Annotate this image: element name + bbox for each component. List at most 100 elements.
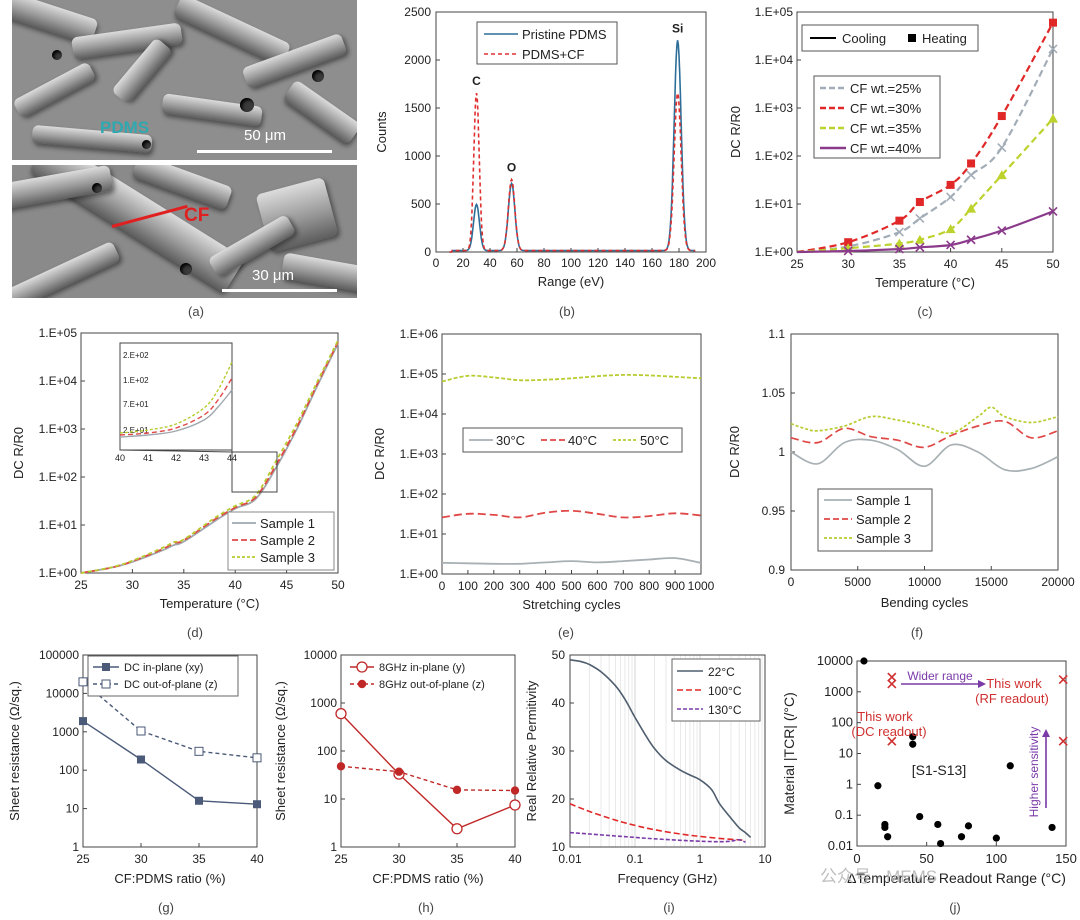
d-inset-line-1 (119, 377, 233, 436)
b-xtick-label: 100 (561, 256, 581, 270)
c-legend-text-3: CF wt.=40% (850, 141, 922, 156)
i-y-axis-title: Real Relative Permitivity (524, 680, 539, 821)
j-wider-arrowhead (978, 680, 986, 688)
g-y-axis-title: Sheet resistance (Ω/sq.) (7, 681, 22, 821)
b-series-line-0 (449, 40, 696, 253)
h-marker-0 (509, 799, 521, 811)
i-ytick-label: 30 (552, 744, 566, 758)
h-ytick-label: 1000 (310, 696, 337, 710)
c-marker-3 (894, 244, 904, 254)
b-series-line-1 (449, 92, 696, 253)
e-xtick-label: 600 (587, 579, 607, 593)
g-ytick-label: 10000 (46, 686, 80, 700)
j-point-1 (887, 736, 897, 746)
h-marker-0 (451, 823, 463, 835)
d-inset-xtick-label: 42 (171, 453, 181, 463)
g-marker-0 (253, 800, 261, 809)
c-panel-label: (c) (917, 304, 932, 319)
d-inset-xtick-label: 40 (115, 453, 125, 463)
d-inset-line-2 (119, 361, 233, 434)
scale-bar-top (197, 150, 332, 153)
c-legend-text-2: CF wt.=35% (850, 121, 922, 136)
j-ytick-label: 10 (839, 746, 853, 761)
c-marker-2 (894, 238, 905, 248)
c-xtick-label: 50 (1046, 257, 1060, 271)
d-xtick-label: 35 (177, 578, 191, 592)
d-ytick-label: 1.E+01 (39, 518, 78, 532)
e-ytick-label: 1.E+04 (400, 407, 439, 421)
b-legend-box (476, 21, 618, 65)
d-ytick-label: 1.E+04 (39, 374, 78, 388)
f-legend-text-0: Sample 1 (856, 493, 911, 508)
c-marker-0 (997, 142, 1007, 153)
e-ytick-label: 1.E+03 (400, 447, 439, 461)
h-series-line-0 (340, 713, 516, 830)
c-xtick-label: 35 (893, 257, 907, 271)
c-legend-cooling-text: Cooling (842, 31, 886, 46)
j-ytick-label: 100 (831, 715, 853, 730)
c-marker-1 (1049, 18, 1057, 27)
h-xtick-label: 30 (392, 852, 406, 866)
b-ytick-label: 1500 (404, 101, 431, 115)
g-x-axis-title: CF:PDMS ratio (%) (114, 871, 225, 886)
b-x-axis-title: Range (eV) (538, 274, 604, 289)
b-y-axis-title: Counts (374, 111, 389, 153)
c-marker-2 (945, 224, 956, 234)
g-legend-box (87, 655, 239, 697)
j-panel-label: (j) (949, 900, 961, 915)
c-marker-1 (997, 112, 1006, 121)
b-xtick-label: 40 (483, 256, 497, 270)
e-xtick-label: 400 (536, 579, 556, 593)
i-ytick-label: 40 (552, 696, 566, 710)
e-xtick-label: 200 (484, 579, 504, 593)
d-plot-frame (80, 332, 339, 574)
sem-image-cf: CF 30 μm (12, 165, 357, 298)
e-legend-text-1: 40°C (568, 433, 597, 448)
e-panel-label: (e) (558, 625, 574, 640)
c-xtick-label: 30 (842, 257, 856, 271)
b-ytick-label: 2000 (404, 53, 431, 67)
j-higher-label: Higher sensitivity (1027, 727, 1041, 818)
f-series-line-2 (790, 406, 1059, 435)
j-point-0 (916, 812, 924, 821)
sem-image-pdms: PDMS 50 μm (12, 0, 357, 160)
h-xtick-label: 35 (450, 852, 464, 866)
b-peak-label-O: O (507, 161, 516, 175)
e-xtick-label: 500 (561, 579, 581, 593)
h-series-line-1 (340, 765, 516, 792)
c-legend-heating-text: Heating (922, 31, 967, 46)
f-ytick-label: 0.9 (768, 563, 785, 577)
e-legend-text-2: 50°C (640, 433, 669, 448)
j-dc-label-2: (DC readout) (851, 724, 926, 739)
d-legend-text-2: Sample 3 (260, 550, 315, 565)
b-xtick-label: 60 (510, 256, 524, 270)
b-xtick-label: 20 (456, 256, 470, 270)
j-xtick-label: 100 (985, 851, 1007, 866)
j-point-0 (964, 822, 973, 830)
j-ytick-label: 0.01 (828, 838, 853, 853)
h-legend-marker-0 (356, 661, 368, 673)
h-xtick-label: 40 (508, 852, 522, 866)
c-ytick-label: 1.E+01 (755, 197, 794, 211)
c-marker-3 (915, 242, 925, 252)
f-legend-text-2: Sample 3 (856, 531, 911, 546)
j-refs-label: [S1-S13] (912, 762, 966, 778)
j-ytick-label: 0.1 (835, 807, 853, 822)
h-marker-1 (510, 786, 520, 795)
b-ytick-label: 2500 (404, 5, 431, 19)
j-point-2 (1058, 674, 1068, 685)
c-legend-heating-swatch (908, 34, 916, 42)
d-series-line-2 (80, 340, 339, 574)
d-x-axis-title: Temperature (°C) (160, 596, 260, 611)
c-marker-2 (914, 234, 925, 244)
h-marker-1 (394, 767, 404, 776)
d-inset-ytick-label: 2.E+02 (123, 351, 149, 360)
b-ytick-label: 500 (411, 197, 431, 211)
f-xtick-label: 15000 (975, 575, 1009, 589)
f-panel-label: (f) (911, 625, 923, 640)
d-ytick-label: 1.E+03 (39, 422, 78, 436)
c-marker-3 (946, 240, 956, 250)
j-higher-arrowhead (1042, 729, 1050, 737)
c-xtick-label: 40 (944, 257, 958, 271)
